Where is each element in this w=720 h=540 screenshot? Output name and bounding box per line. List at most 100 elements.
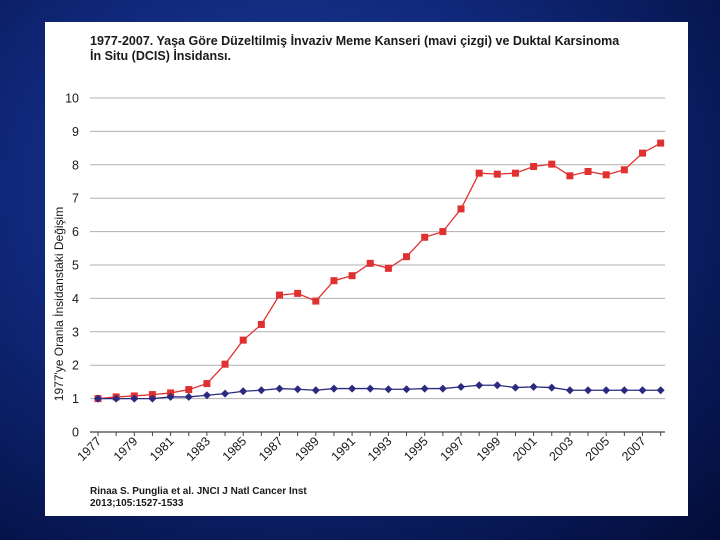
- data-point: [221, 389, 230, 398]
- series-markers: [94, 139, 665, 403]
- data-point: [403, 253, 411, 261]
- data-point: [421, 233, 429, 241]
- data-point: [366, 259, 374, 267]
- citation-line-2: 2013;105:1527-1533: [90, 498, 184, 509]
- x-tick-label: 2007: [619, 434, 649, 464]
- data-point: [257, 320, 265, 328]
- data-point: [329, 384, 338, 393]
- data-point: [457, 205, 465, 213]
- gridlines: [90, 97, 665, 433]
- x-tick-label: 2005: [583, 434, 613, 464]
- data-point: [276, 291, 283, 299]
- series-line-1: [97, 142, 661, 400]
- x-tick-label: 1997: [438, 434, 468, 464]
- data-point: [584, 386, 593, 395]
- data-point: [438, 384, 447, 393]
- data-point: [457, 382, 465, 391]
- x-tick-label: 1987: [256, 434, 286, 464]
- data-point: [221, 360, 229, 368]
- y-tick-label: 3: [72, 325, 79, 339]
- y-axis-label: 1977'ye Oranla İnsidanstaki Değişim: [52, 207, 66, 401]
- data-point: [275, 384, 284, 393]
- data-point: [348, 384, 357, 393]
- data-point: [493, 170, 501, 178]
- y-tick-label: 2: [72, 359, 79, 373]
- data-point: [130, 394, 139, 403]
- data-point: [620, 386, 629, 395]
- data-point: [166, 392, 175, 401]
- data-point: [511, 169, 519, 177]
- data-point: [657, 139, 665, 147]
- data-point: [548, 160, 556, 168]
- x-tick-label: 1995: [401, 434, 431, 464]
- data-point: [602, 171, 610, 179]
- data-point: [420, 384, 429, 393]
- data-point: [148, 394, 157, 403]
- data-point: [239, 336, 247, 344]
- data-point: [639, 149, 646, 157]
- y-tick-label: 0: [72, 426, 79, 440]
- citation-line-1: Rinaa S. Punglia et al. JNCI J Natl Canc…: [90, 486, 307, 497]
- x-tick-label: 1983: [183, 434, 213, 464]
- x-tick-label: 1985: [220, 434, 250, 464]
- data-point: [493, 381, 502, 390]
- x-tick-label: 1981: [147, 434, 177, 464]
- data-point: [475, 381, 484, 390]
- data-point: [184, 392, 193, 401]
- data-point: [167, 389, 175, 397]
- data-point: [529, 382, 538, 391]
- data-point: [366, 384, 375, 393]
- y-tick-label: 10: [65, 92, 79, 106]
- data-point: [257, 386, 266, 395]
- y-tick-label: 4: [72, 292, 79, 306]
- x-tick-label: 1999: [474, 434, 504, 464]
- data-point: [94, 394, 102, 403]
- citation: Rinaa S. Punglia et al. JNCI J Natl Canc…: [90, 486, 307, 510]
- data-point: [530, 162, 538, 170]
- data-point: [293, 385, 302, 394]
- data-point: [384, 385, 393, 394]
- x-tick-label: 2003: [546, 434, 576, 464]
- data-point: [203, 380, 211, 388]
- data-point: [148, 391, 156, 399]
- chart-title: 1977-2007. Yaşa Göre Düzeltilmiş İnvaziv…: [90, 34, 680, 64]
- x-tick-label: 1991: [329, 434, 359, 464]
- x-tick-label: 1979: [111, 434, 141, 464]
- data-point: [547, 383, 556, 392]
- x-tick-label: 1989: [292, 434, 322, 464]
- y-tick-label: 9: [72, 125, 79, 139]
- data-point: [112, 394, 121, 403]
- data-point: [384, 264, 392, 272]
- data-point: [475, 169, 483, 177]
- data-point: [439, 228, 447, 236]
- series-line-2: [98, 384, 661, 400]
- data-point: [185, 386, 193, 394]
- data-point: [620, 166, 628, 174]
- chart-title-line-2: İn Situ (DCIS) İnsidansı.: [90, 49, 231, 63]
- data-point: [330, 277, 338, 285]
- data-point: [566, 172, 574, 180]
- data-point: [565, 386, 574, 395]
- data-point: [239, 387, 248, 396]
- data-point: [511, 383, 520, 392]
- data-point: [311, 386, 320, 395]
- y-tick-label: 7: [72, 192, 79, 206]
- x-tick-label: 2001: [510, 434, 540, 464]
- chart-title-line-1: 1977-2007. Yaşa Göre Düzeltilmiş İnvaziv…: [90, 34, 620, 48]
- data-point: [294, 289, 302, 297]
- x-axis-ticks: 1977 1979 1981 1983 1985 1987 1989 1991 1993 1995…: [75, 432, 662, 464]
- data-point: [312, 297, 320, 305]
- data-point: [656, 386, 665, 395]
- y-axis-ticks: 0 1 2 3 4 5 6 7 8 9 10: [65, 92, 79, 440]
- line-chart: 0 1 2 3 4 5 6 7 8 9 10 1977 1979 1981 1983 1985 1987 198…: [52, 92, 665, 464]
- data-point: [402, 385, 411, 394]
- y-tick-label: 5: [72, 259, 79, 273]
- data-point: [348, 272, 356, 280]
- data-point: [602, 386, 611, 395]
- y-tick-label: 6: [72, 225, 79, 239]
- x-tick-label: 1993: [365, 434, 395, 464]
- slide-panel: 1977-2007. Yaşa Göre Düzeltilmiş İnvaziv…: [45, 22, 688, 516]
- data-point: [584, 167, 592, 175]
- y-tick-label: 8: [72, 158, 79, 172]
- data-point: [202, 391, 211, 400]
